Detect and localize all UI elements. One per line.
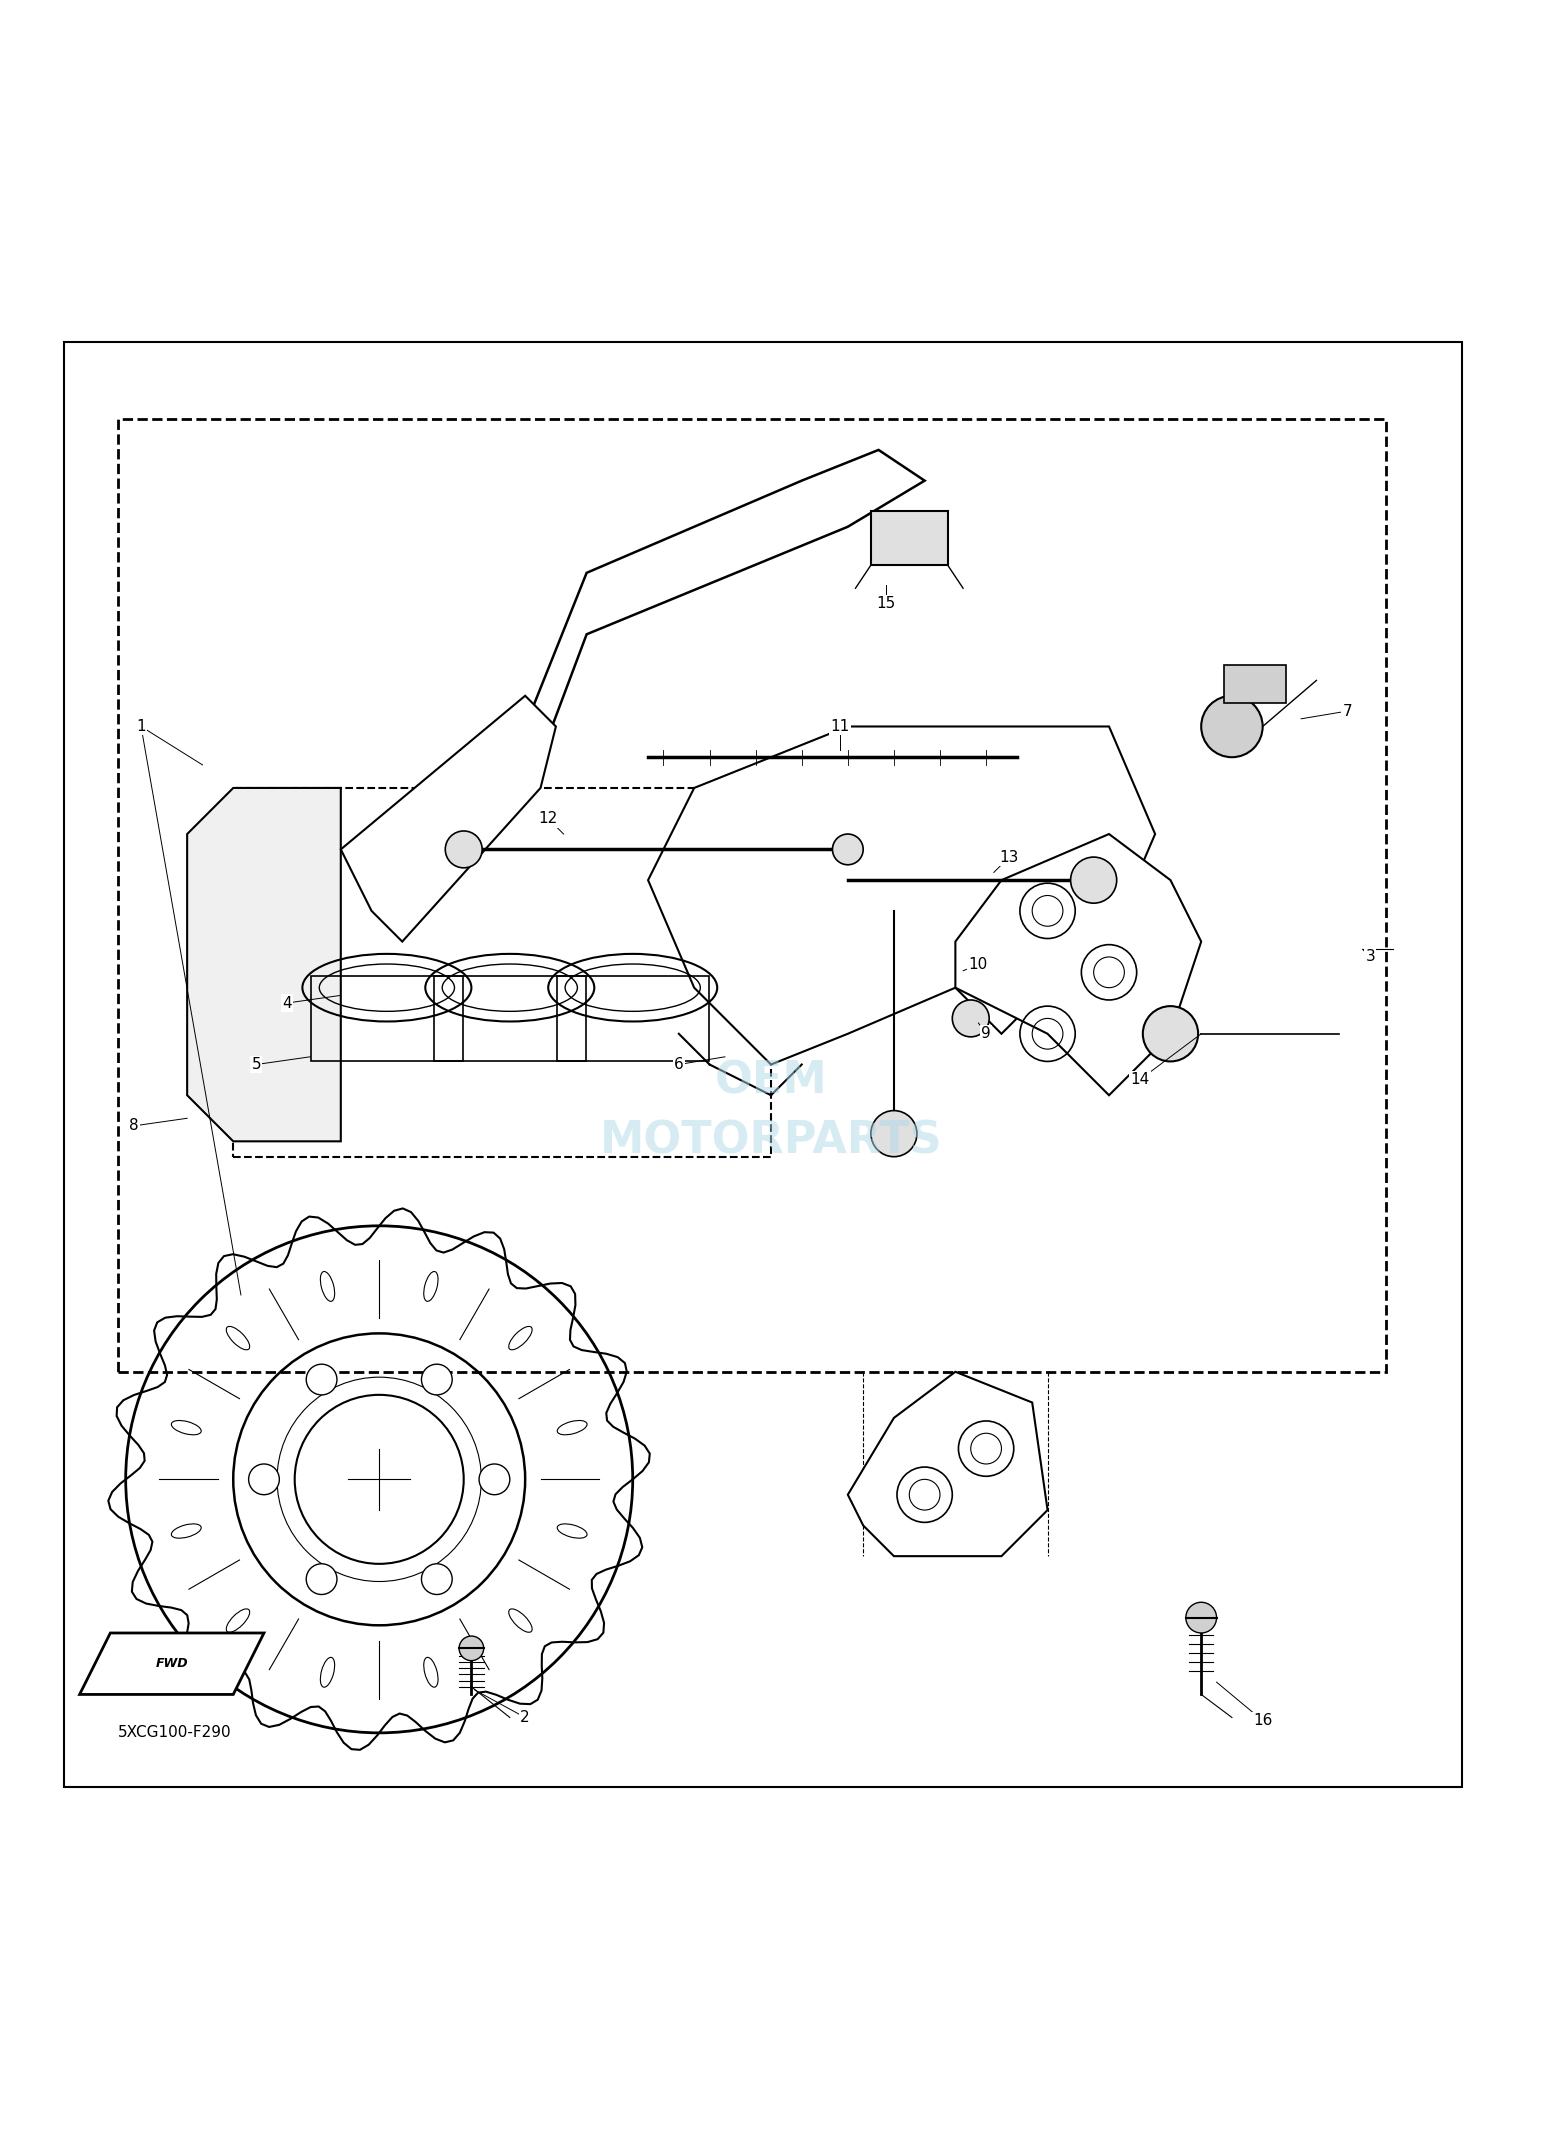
Circle shape: [421, 1565, 452, 1595]
Text: 16: 16: [1254, 1714, 1272, 1729]
Text: 8: 8: [128, 1118, 139, 1133]
Text: 2: 2: [520, 1710, 530, 1724]
Ellipse shape: [227, 1326, 250, 1350]
Circle shape: [446, 830, 483, 869]
Circle shape: [833, 835, 864, 864]
Text: 9: 9: [981, 1026, 992, 1041]
Text: 1: 1: [136, 720, 146, 735]
Ellipse shape: [424, 1271, 438, 1301]
Polygon shape: [956, 835, 1201, 1094]
Polygon shape: [526, 449, 925, 758]
Ellipse shape: [321, 1656, 335, 1686]
Circle shape: [1143, 1007, 1198, 1062]
Text: 15: 15: [876, 596, 896, 611]
Text: 5XCG100-F290: 5XCG100-F290: [119, 1724, 231, 1739]
Polygon shape: [341, 696, 557, 941]
Ellipse shape: [509, 1326, 532, 1350]
Text: 13: 13: [999, 849, 1019, 864]
Bar: [433, 977, 586, 1060]
Text: 10: 10: [968, 958, 988, 973]
Bar: [1224, 664, 1286, 703]
Text: 11: 11: [831, 720, 850, 735]
Polygon shape: [648, 726, 1155, 1064]
Circle shape: [480, 1465, 510, 1495]
Text: 12: 12: [538, 811, 558, 826]
Circle shape: [460, 1635, 484, 1661]
Ellipse shape: [227, 1610, 250, 1633]
Circle shape: [421, 1365, 452, 1394]
Bar: [233, 788, 771, 1156]
Bar: [311, 977, 463, 1060]
Polygon shape: [80, 1633, 264, 1695]
Circle shape: [307, 1565, 338, 1595]
Bar: [871, 511, 948, 564]
Text: 4: 4: [282, 996, 291, 1011]
Ellipse shape: [424, 1656, 438, 1686]
Circle shape: [871, 1111, 917, 1156]
Circle shape: [1186, 1603, 1217, 1633]
Text: OEM
MOTORPARTS: OEM MOTORPARTS: [600, 1058, 942, 1162]
Ellipse shape: [557, 1420, 588, 1435]
Text: 3: 3: [1365, 950, 1375, 964]
Bar: [119, 419, 1386, 1371]
Ellipse shape: [557, 1524, 588, 1537]
Ellipse shape: [509, 1610, 532, 1633]
Polygon shape: [187, 788, 341, 1141]
Circle shape: [1070, 858, 1116, 903]
Polygon shape: [848, 1371, 1047, 1556]
Text: 7: 7: [1343, 703, 1352, 720]
Circle shape: [1201, 696, 1263, 758]
Ellipse shape: [171, 1524, 200, 1537]
Text: 5: 5: [251, 1056, 261, 1073]
Text: 6: 6: [674, 1056, 683, 1073]
Text: 14: 14: [1130, 1073, 1149, 1088]
Circle shape: [953, 1001, 988, 1037]
Bar: [557, 977, 709, 1060]
Ellipse shape: [321, 1271, 335, 1301]
Circle shape: [307, 1365, 338, 1394]
Ellipse shape: [171, 1420, 200, 1435]
Text: FWD: FWD: [156, 1656, 188, 1671]
Circle shape: [248, 1465, 279, 1495]
